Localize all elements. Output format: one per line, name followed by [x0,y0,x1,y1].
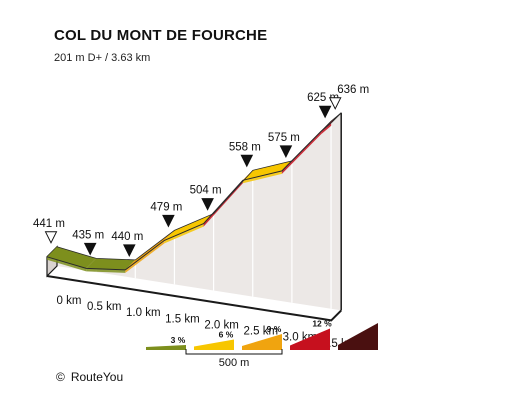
distance-tick-label: 0 km [57,295,82,307]
elevation-label: 636 m [337,84,369,96]
chart-title: COL DU MONT DE FOURCHE [54,27,268,44]
elevation-label: 558 m [229,141,261,153]
elevation-marker-icon [201,198,214,211]
endpoint-marker-icon [328,97,342,110]
distance-tick-label: 0.5 km [87,301,122,313]
grade-segment [242,160,292,181]
profile-grade-segments [46,112,342,273]
profile-base-edge [46,275,342,322]
grade-segment [164,213,214,241]
legend-label: 3 % [171,335,186,345]
elevation-label: 435 m [72,229,104,241]
elevation-marker-icon [240,154,254,168]
elevation-marker-icon [122,244,136,258]
grade-segment-edge [125,240,165,273]
grade-segment-edge [242,170,282,184]
elevation-label: 441 m [33,218,65,230]
ribbon-end-line [330,112,342,124]
credit-text: RouteYou [70,370,124,384]
scale-bar [185,349,283,355]
chart-subtitle: 201 m D+ / 3.63 km [54,52,151,64]
elevation-label: 440 m [111,231,143,243]
profile-side-walls [46,112,342,322]
legend-label: 6 % [219,330,234,340]
grade-segment-edge [281,131,322,174]
grade-segment-edge [321,122,332,135]
legend-swatch [242,334,282,350]
distance-tick-label: 1.0 km [126,307,161,319]
elevation-marker-icon [162,214,175,228]
endpoint-marker-icon [44,231,58,244]
distance-tick-label: 2.5 km [244,326,279,338]
grade-segment [47,246,97,269]
elevation-marker-icon [83,242,97,256]
elevation-label: 575 m [268,132,300,144]
credit-line: © RouteYou [56,370,123,384]
legend-swatch [146,345,186,350]
legend-swatch [338,323,378,350]
ribbon-back-line [56,112,342,261]
distance-tick-label: 1.5 km [165,313,200,325]
copyright-icon: © [56,370,65,384]
elevation-label: 504 m [190,185,222,197]
elevation-label: 479 m [150,201,182,213]
grade-segment [86,258,136,270]
legend-label: 9 % [267,324,282,334]
legend-swatch [290,328,330,350]
legend-label: 12 % [312,319,332,329]
grade-segment-edge [164,223,204,244]
scale-bar-label: 500 m [219,357,250,369]
grade-legend: 3 % 6 % 9 % 12 % 500 m [146,319,378,369]
legend-swatch [194,339,234,350]
distance-tick-label: 2.0 km [204,320,239,332]
elevation-marker-icon [318,105,332,119]
elevation-marker-icon [279,145,293,159]
grade-segment-edge [47,256,87,272]
